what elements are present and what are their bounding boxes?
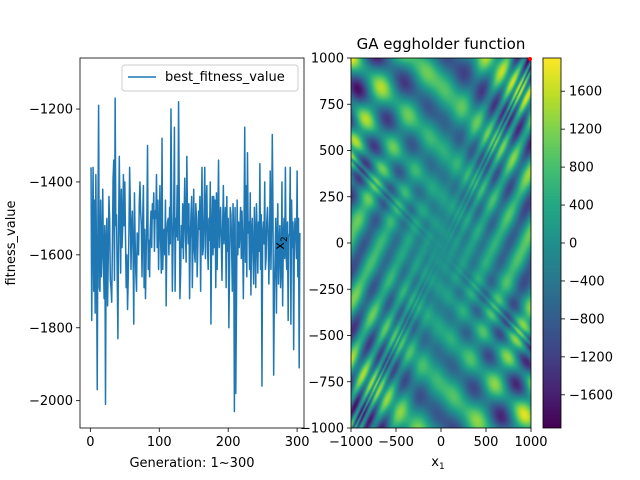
best-solution-marker <box>528 57 532 61</box>
legend-box <box>121 64 299 92</box>
colorbar-tick-label: −1200 <box>569 350 613 365</box>
colorbar: 1600 1200 800 400 0 −400 −800 −1200 −1600 <box>542 57 613 429</box>
heatmap-y-tick-label: 500 <box>319 144 344 159</box>
heatmap-x-axis-label: x1 <box>431 455 444 472</box>
heatmap-x-tick-label: 1000 <box>514 435 547 450</box>
heatmap-chart: GA eggholder function −1000 −500 0 500 1000 … <box>273 35 548 472</box>
line-y-tick-label: −1600 <box>29 248 73 263</box>
line-y-axis-label: fitness_value <box>4 200 19 285</box>
heatmap-title: GA eggholder function <box>357 35 526 53</box>
line-y-tick-label: −1400 <box>29 175 73 190</box>
line-y-tick-label: −1200 <box>29 103 73 118</box>
colorbar-tick-label: 400 <box>569 199 594 214</box>
colorbar-tick-label: 800 <box>569 161 594 176</box>
colorbar-gradient <box>543 58 561 428</box>
heatmap-y-axis-label: x2 <box>273 236 290 249</box>
line-x-axis-label: Generation: 1~300 <box>129 456 254 471</box>
line-x-tick-label: 300 <box>285 435 310 450</box>
colorbar-axis: 1600 1200 800 400 0 −400 −800 −1200 −1600 <box>561 85 613 403</box>
line-x-tick-label: 0 <box>86 435 94 450</box>
heatmap-y-tick-label: −500 <box>308 329 344 344</box>
series-line-best-fitness-value <box>90 97 301 413</box>
line-chart: 0 100 200 300 −2000 −1800 −1600 −1400 −1200 Gen… <box>4 57 310 471</box>
line-x-tick-label: 200 <box>216 435 241 450</box>
line-y-tick-label: −1800 <box>29 321 73 336</box>
heatmap-y-tick-label: −250 <box>308 283 344 298</box>
heatmap-x-tick-label: 0 <box>437 435 445 450</box>
heatmap-y-tick-label: 750 <box>319 98 344 113</box>
heatmap-y-tick-label: 1000 <box>311 52 344 67</box>
colorbar-tick-label: −800 <box>569 312 605 327</box>
colorbar-tick-label: 0 <box>569 237 577 252</box>
legend-label-best-fitness-value: best_fitness_value <box>165 70 285 85</box>
heatmap-y-tick-label: 0 <box>336 237 344 252</box>
line-plot-frame <box>79 57 305 429</box>
heatmap-y-tick-label: −1000 <box>300 422 344 437</box>
heatmap-x-tick-label: −1000 <box>329 435 373 450</box>
line-x-tick-label: 100 <box>147 435 172 450</box>
line-y-tick-label: −2000 <box>29 394 73 409</box>
line-x-axis: 0 100 200 300 <box>86 428 310 450</box>
heatmap-y-tick-label: 250 <box>319 190 344 205</box>
colorbar-tick-label: −1600 <box>569 388 613 403</box>
legend: best_fitness_value <box>121 64 299 92</box>
heatmap-x-tick-label: −500 <box>378 435 414 450</box>
heatmap-x-axis: −1000 −500 0 500 1000 <box>329 428 548 450</box>
colorbar-tick-label: 1200 <box>569 123 602 138</box>
line-y-axis: −2000 −1800 −1600 −1400 −1200 <box>29 103 80 409</box>
heatmap-y-axis: −1000 −750 −500 −250 0 250 500 750 1000 <box>300 52 351 437</box>
colorbar-tick-label: 1600 <box>569 85 602 100</box>
colorbar-tick-label: −400 <box>569 274 605 289</box>
heatmap-image <box>351 58 531 428</box>
heatmap-x-tick-label: 500 <box>474 435 499 450</box>
heatmap-y-tick-label: −750 <box>308 375 344 390</box>
